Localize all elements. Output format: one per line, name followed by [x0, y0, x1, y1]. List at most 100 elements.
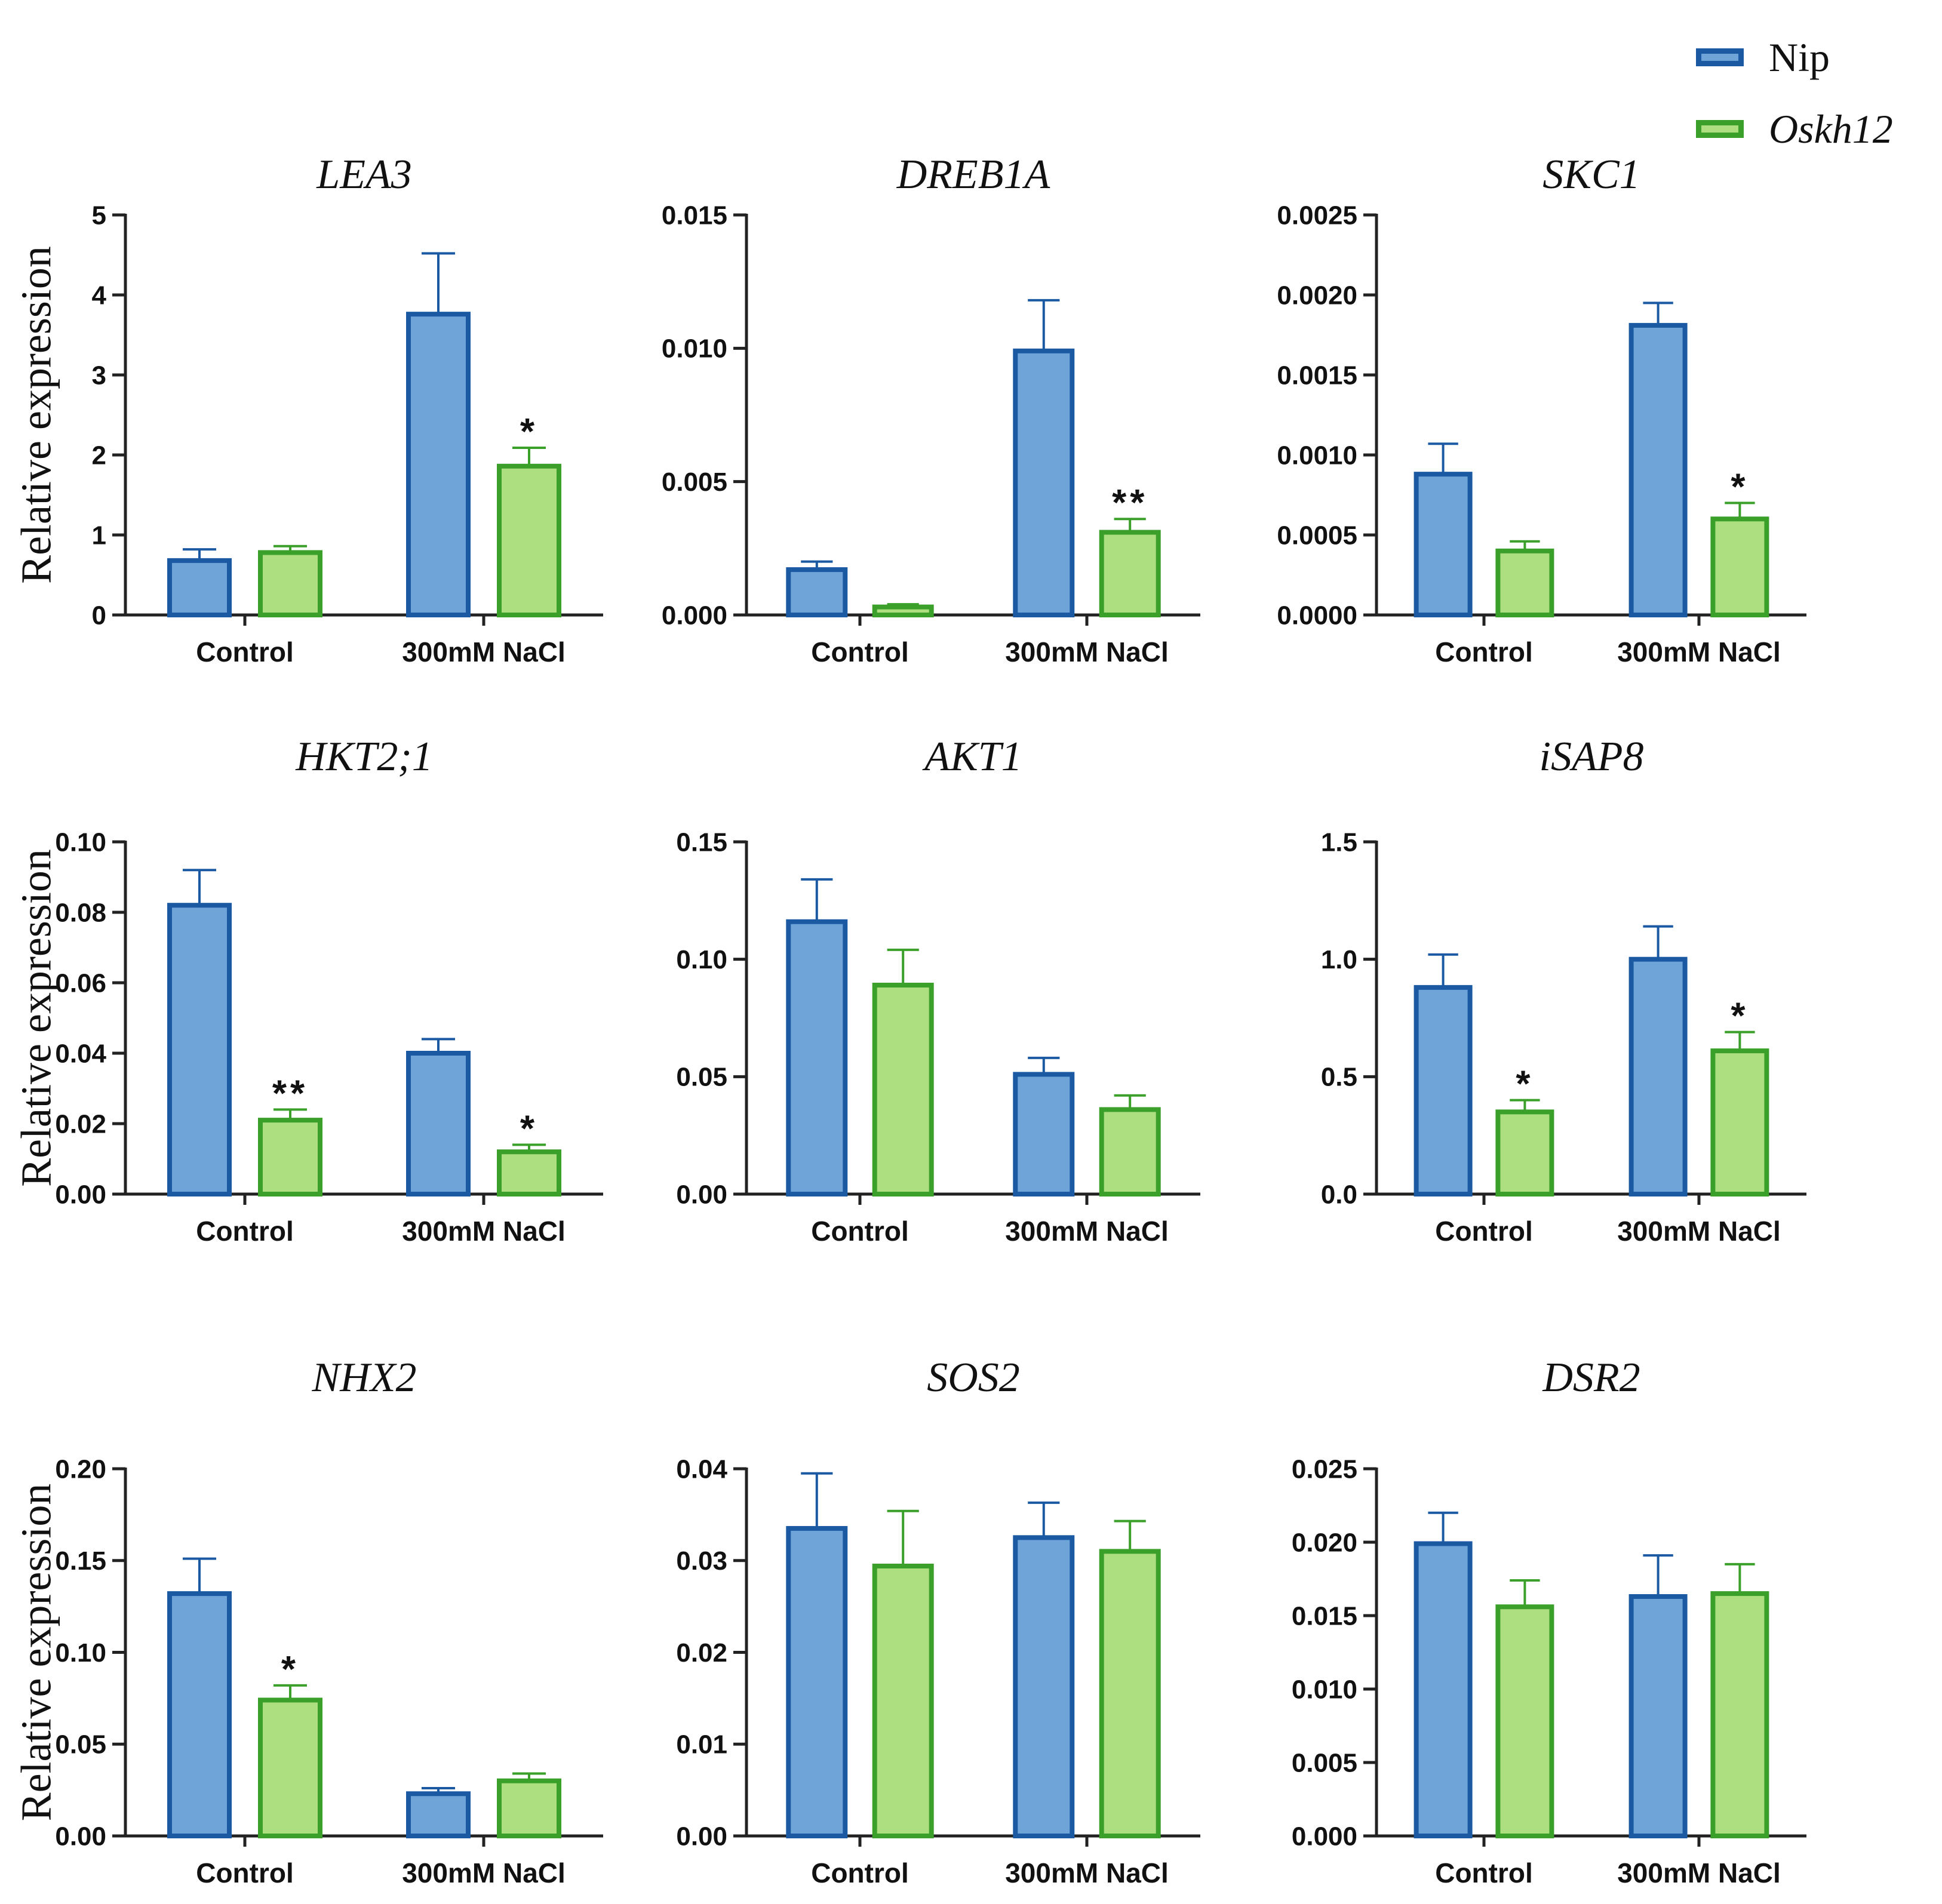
bar-oskh12-control [872, 982, 934, 1197]
y-tick-label: 0.10 [676, 945, 727, 974]
bar-nip-control [1414, 472, 1473, 617]
y-tick-label: 0.0010 [1277, 441, 1357, 470]
bar-nip-nacl [1013, 348, 1075, 617]
y-tick-label: 0.04 [55, 1039, 106, 1068]
chart-title: LEA3 [316, 152, 411, 198]
bar-nip-control [167, 558, 232, 618]
bar-nip-control [1414, 1541, 1473, 1838]
legend-swatch-oskh12 [1696, 120, 1744, 138]
significance-marker: * [520, 411, 538, 453]
chart-akt1: AKT1 0.00 0.05 0.10 0.15 Control 300mM NaCl [676, 734, 1200, 1247]
y-tick-label: 0.02 [55, 1109, 106, 1139]
chart-skc1: SKC1 0.0000 0.0005 0.0010 0.0015 0.0020 0.0025… [1277, 152, 1806, 668]
bar-oskh12-nacl [1099, 530, 1161, 617]
x-tick-label: Control [811, 1216, 909, 1247]
bar-nip-nacl [1013, 1535, 1075, 1838]
x-tick-label: Control [811, 636, 909, 668]
bar-oskh12-control [1495, 1604, 1554, 1838]
significance-marker: ** [1112, 482, 1148, 524]
y-tick-label: 0.02 [676, 1638, 727, 1668]
bar-nip-control [786, 1525, 848, 1838]
y-tick-label: 0.025 [1292, 1454, 1357, 1484]
x-tick-label: Control [811, 1857, 909, 1888]
bar-oskh12-control [258, 550, 322, 617]
bar-oskh12-nacl [1710, 1591, 1769, 1839]
x-tick-label: Control [1435, 1216, 1533, 1247]
x-tick-label: 300mM NaCl [1005, 1857, 1169, 1888]
legend-label-oskh12: Oskh12 [1769, 106, 1893, 152]
y-tick-label: 4 [92, 281, 107, 310]
y-tick-label: 1 [92, 521, 106, 550]
y-tick-label: 0.005 [662, 467, 727, 497]
y-tick-label: 0.0005 [1277, 521, 1357, 550]
significance-marker: * [1516, 1064, 1534, 1105]
bar-nip-control [786, 919, 848, 1196]
y-tick-label: 0.20 [55, 1454, 106, 1484]
bar-oskh12-nacl [497, 1778, 561, 1838]
x-tick-label: 300mM NaCl [402, 636, 566, 668]
legend-item-oskh12: Oskh12 [1696, 93, 1935, 165]
chart-lea3: LEA3 Relative expression 0 1 2 3 4 5 Control 300m… [13, 152, 603, 668]
bar-oskh12-control [258, 1118, 322, 1196]
y-tick-label: 0.06 [55, 968, 106, 998]
bar-oskh12-nacl [1099, 1549, 1161, 1838]
x-tick-label: 300mM NaCl [1005, 1216, 1169, 1247]
y-tick-label: 0.04 [676, 1454, 727, 1484]
chart-title: HKT2;1 [295, 734, 432, 780]
bar-oskh12-nacl [1710, 516, 1769, 618]
y-tick-label: 0.08 [55, 898, 106, 927]
y-tick-label: 0.000 [1292, 1822, 1357, 1851]
y-tick-label: 0.0025 [1277, 201, 1357, 230]
x-tick-label: Control [1435, 1857, 1533, 1888]
bar-nip-control [167, 903, 232, 1196]
x-tick-label: 300mM NaCl [402, 1216, 566, 1247]
y-tick-label: 0.10 [55, 1638, 106, 1668]
chart-title: SKC1 [1542, 152, 1640, 198]
y-tick-label: 0.00 [676, 1822, 727, 1851]
y-axis-label: Relative expression [13, 246, 60, 584]
y-tick-label: 0.03 [676, 1546, 727, 1576]
y-tick-label: 0.0000 [1277, 601, 1357, 630]
y-tick-label: 1.0 [1321, 945, 1357, 974]
legend-item-nip: Nip [1696, 21, 1935, 93]
bar-oskh12-control [258, 1697, 322, 1838]
bar-nip-nacl [1628, 956, 1688, 1196]
y-tick-label: 0.00 [55, 1822, 106, 1851]
y-tick-label: 0.010 [1292, 1675, 1357, 1704]
bar-nip-nacl [1628, 1594, 1688, 1839]
legend: Nip Oskh12 [1696, 21, 1935, 165]
chart-dsr2: DSR2 0.000 0.005 0.010 0.015 0.020 0.025 Contro… [1292, 1355, 1806, 1888]
bar-nip-nacl [1628, 322, 1688, 617]
bar-nip-nacl [406, 312, 471, 617]
chart-title: DREB1A [896, 152, 1050, 198]
bar-nip-control [786, 567, 848, 617]
x-tick-label: 300mM NaCl [1617, 1216, 1781, 1247]
bar-oskh12-nacl [497, 463, 561, 618]
bar-nip-control [1414, 985, 1473, 1197]
y-tick-label: 0.0015 [1277, 361, 1357, 390]
chart-title: AKT1 [922, 734, 1022, 780]
x-tick-label: 300mM NaCl [1617, 1857, 1781, 1888]
chart-dreb1a: DREB1A 0.000 0.005 0.010 0.015 Control 300mM N… [662, 152, 1200, 668]
legend-swatch-nip [1696, 48, 1744, 66]
bar-nip-nacl [406, 1051, 471, 1196]
y-tick-label: 0.015 [662, 201, 727, 230]
bar-oskh12-control [872, 1563, 934, 1839]
y-tick-label: 0.010 [662, 334, 727, 364]
y-tick-label: 0.15 [55, 1546, 106, 1576]
x-tick-label: Control [1435, 636, 1533, 668]
y-tick-label: 0.0 [1321, 1180, 1357, 1209]
y-tick-label: 0.020 [1292, 1528, 1357, 1557]
bar-oskh12-nacl [497, 1149, 561, 1196]
significance-marker: * [1731, 996, 1749, 1037]
y-axis-label: Relative expression [13, 1484, 60, 1822]
chart-isap8: iSAP8 0.0 0.5 1.0 1.5 Control * 300mM NaCl * [1321, 734, 1806, 1247]
y-tick-label: 0.05 [676, 1063, 727, 1092]
y-tick-label: 0.10 [55, 828, 106, 857]
y-tick-label: 0.015 [1292, 1601, 1357, 1631]
x-tick-label: Control [196, 1216, 294, 1247]
y-tick-label: 0.01 [676, 1730, 727, 1760]
x-tick-label: 300mM NaCl [1005, 636, 1169, 668]
y-tick-label: 0.000 [662, 601, 727, 630]
